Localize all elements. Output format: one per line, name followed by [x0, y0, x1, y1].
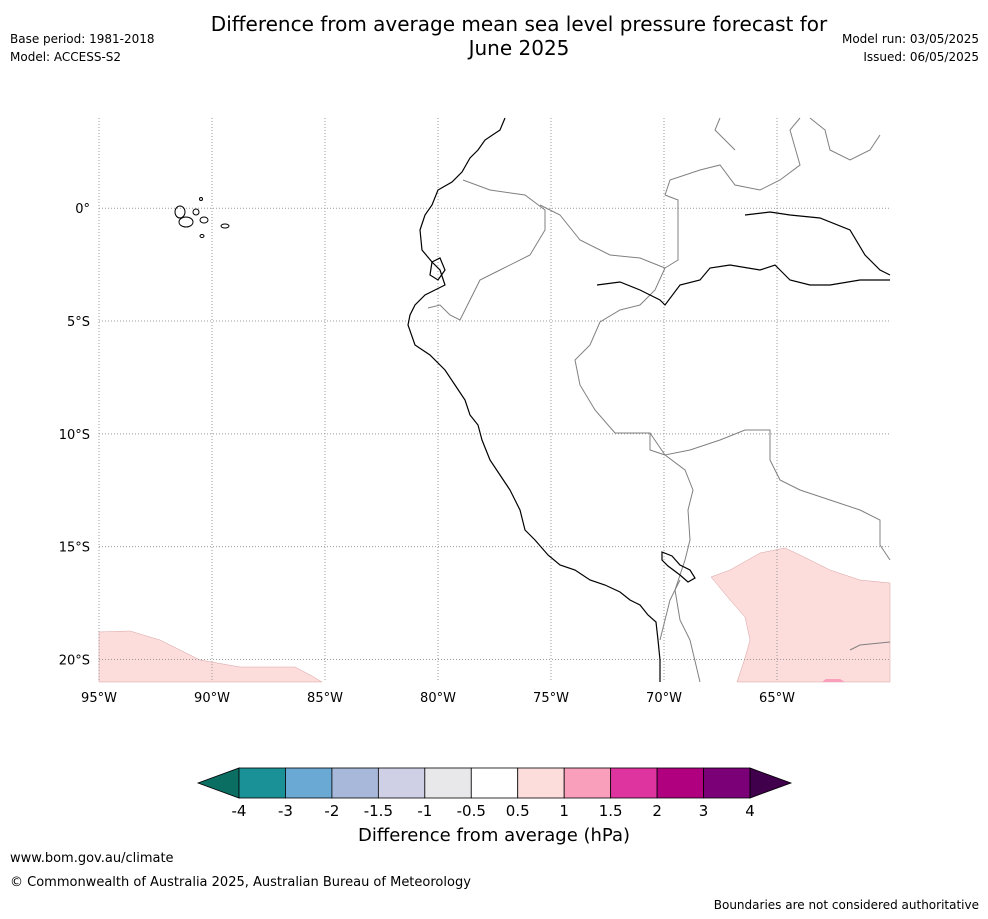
- title-line-2: June 2025: [468, 36, 570, 60]
- colorbar-tick-label: -1.5: [364, 802, 393, 820]
- model-name: Model: ACCESS-S2: [10, 50, 122, 64]
- colorbar-tick-label: 1.5: [599, 802, 623, 820]
- colorbar-swatch: [563, 767, 612, 799]
- y-tick-label: 15°S: [59, 541, 90, 556]
- colorbar-swatch: [656, 767, 704, 799]
- y-tick-label: 5°S: [67, 315, 90, 330]
- anomaly-region-southwest: [98, 630, 323, 683]
- anomaly-patch-high: [822, 679, 845, 682]
- colorbar-swatch: [377, 767, 426, 799]
- gridlines: [98, 118, 890, 682]
- disclaimer-text: Boundaries are not considered authoritat…: [713, 898, 979, 912]
- colorbar-tick-label: 4: [745, 802, 755, 820]
- colorbar-swatch: [285, 767, 333, 799]
- colorbar-tick-label: -2: [324, 802, 339, 820]
- colorbar-tick-label: 2: [652, 802, 662, 820]
- model-run: Model run: 03/05/2025: [841, 32, 979, 46]
- tick-labels: 95°W 90°W 85°W 80°W 75°W 70°W 65°W 0° 5°S 10°S 15°…: [59, 202, 795, 706]
- colorbar-swatch: [424, 767, 472, 799]
- rio-negro: [744, 211, 891, 276]
- border-venezuela-north: [714, 117, 736, 151]
- colorbar-label: Difference from average (hPa): [357, 825, 631, 846]
- lake-titicaca: [661, 551, 696, 583]
- colorbar-swatch: [703, 767, 751, 799]
- x-tick-label: 95°W: [81, 691, 117, 706]
- anomaly-region-southeast: [710, 547, 891, 683]
- meta-left: Base period: 1981-2018 Model: ACCESS-S2: [10, 30, 155, 66]
- base-period: Base period: 1981-2018: [10, 32, 155, 46]
- colorbar-tick-label: -1: [417, 802, 432, 820]
- colorbar-swatch: [517, 767, 565, 799]
- colorbar-swatch: [610, 767, 658, 799]
- colorbar-tick-label: 3: [699, 802, 709, 820]
- colorbar-tick-label: 1: [559, 802, 569, 820]
- y-tick-label: 10°S: [59, 428, 90, 443]
- issued-date: Issued: 06/05/2025: [863, 50, 979, 64]
- x-tick-label: 70°W: [646, 691, 682, 706]
- border-colombia-peru-brazil: [574, 267, 701, 683]
- border-argentina-chile: [659, 579, 681, 641]
- border-brazil-bolivia: [649, 429, 891, 561]
- anomaly-layer: [98, 547, 891, 683]
- meta-right: Model run: 03/05/2025 Issued: 06/05/2025: [842, 30, 979, 66]
- border-colombia-venezuela: [539, 204, 666, 269]
- colorbar-tick-label: -3: [278, 802, 293, 820]
- colorbar-swatch: [331, 767, 379, 799]
- amazon-river: [596, 264, 890, 306]
- colorbar-swatch: [238, 767, 286, 799]
- y-tick-label: 20°S: [59, 653, 90, 668]
- x-tick-label: 90°W: [194, 691, 230, 706]
- title-line-1: Difference from average mean sea level p…: [210, 12, 828, 36]
- x-tick-label: 75°W: [533, 691, 569, 706]
- copyright-text: © Commonwealth of Australia 2025, Austra…: [10, 875, 471, 890]
- border-colombia-ecuador: [427, 179, 546, 321]
- x-tick-label: 80°W: [420, 691, 456, 706]
- y-tick-label: 0°: [75, 202, 90, 217]
- coastline-pacific: [407, 117, 661, 682]
- galapagos-islands: [174, 197, 230, 238]
- coastlines: [407, 117, 891, 682]
- colorbar-tick-label: -0.5: [457, 802, 486, 820]
- coastline-gulf-guayaquil: [429, 257, 446, 281]
- border-guyana: [809, 117, 881, 161]
- colorbar-swatch: [470, 767, 519, 799]
- map-title: Difference from average mean sea level p…: [150, 12, 888, 60]
- x-tick-label: 85°W: [307, 691, 343, 706]
- border-venezuela-brazil: [664, 117, 801, 196]
- colorbar-tick-label: 0.5: [506, 802, 530, 820]
- colorbar-tick-label: -4: [232, 802, 247, 820]
- border-colombia-brazil-vert: [664, 194, 679, 269]
- colorbar-extend-high: [749, 767, 793, 799]
- x-tick-label: 65°W: [759, 691, 795, 706]
- border-paraguay: [849, 641, 891, 651]
- website-link[interactable]: www.bom.gov.au/climate: [10, 851, 174, 866]
- colorbar-extend-low: [196, 767, 240, 799]
- colorbar: -4 -3 -2 -1.5 -1 -0.5 0.5 1 1.5 2 3 4: [196, 767, 793, 820]
